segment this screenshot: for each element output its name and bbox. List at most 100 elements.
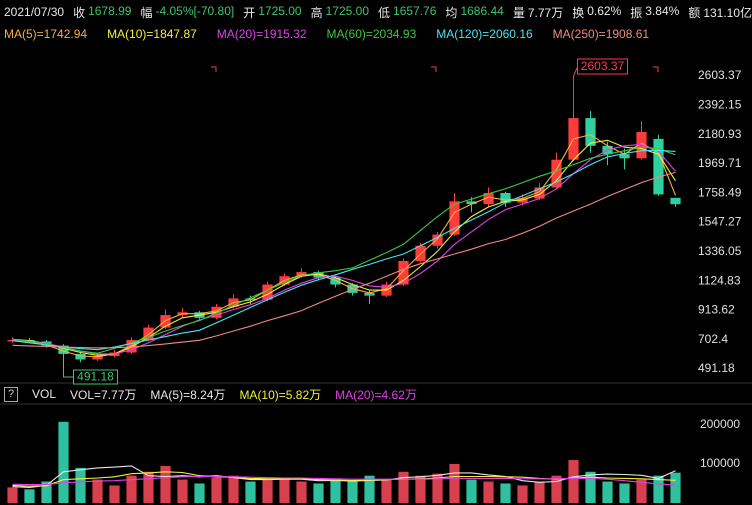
ma-line <box>12 475 676 486</box>
volume-bar <box>653 475 664 503</box>
volume-bar <box>58 421 69 503</box>
legend-entry: MA(10)=5.82万 <box>239 387 322 402</box>
ma-line <box>12 171 676 349</box>
volume-bar <box>7 487 18 503</box>
volume-bar <box>466 479 477 503</box>
volume-bar <box>585 471 596 503</box>
volume-bar <box>415 475 426 503</box>
max-connector <box>573 66 578 77</box>
quote-item: 幅 -4.05%[-70.80] <box>140 4 234 21</box>
candle-body <box>432 234 443 246</box>
legend-entry: MA(10)=1847.87 <box>107 27 197 41</box>
legend-entry: MA(60)=2034.93 <box>326 27 417 41</box>
candle-body <box>585 118 596 146</box>
candle-body <box>92 355 103 360</box>
quote-value: 1686.44 <box>460 3 504 18</box>
legend-entry: MA(5)=1742.94 <box>4 27 88 41</box>
quote-item: 振 3.84% <box>630 4 679 21</box>
volume-bar <box>41 481 52 503</box>
min-label-box <box>73 369 118 385</box>
candle-body <box>160 315 171 328</box>
candle-body <box>551 159 562 188</box>
volume-bar <box>534 481 545 503</box>
corner-marker <box>211 66 217 72</box>
candle-body <box>364 292 375 296</box>
volume-bar <box>313 483 324 503</box>
quote-label: 换 <box>572 5 585 20</box>
candle-body <box>449 201 460 235</box>
volume-bar <box>568 460 579 503</box>
min-label: 491.18 <box>77 370 114 384</box>
quote-item: 低 1657.76 <box>378 4 436 21</box>
quote-label: 振 <box>630 5 643 20</box>
quote-item: 高 1725.00 <box>311 4 369 21</box>
indicator-value: VOL=7.77万 <box>70 387 137 402</box>
quote-label: 幅 <box>140 5 153 20</box>
volume-bar <box>143 471 154 503</box>
volume-bar <box>211 477 222 503</box>
min-connector <box>63 369 74 378</box>
candle-body <box>500 192 511 203</box>
volume-bar <box>126 475 137 503</box>
quote-value: 1725.00 <box>325 3 370 18</box>
quote-label: 收 <box>73 5 86 20</box>
candle-body <box>330 277 341 285</box>
y-tick-label: 1547.27 <box>698 215 742 229</box>
volume-bar <box>398 471 409 503</box>
volume-bar <box>75 467 86 503</box>
quote-label: 额 <box>688 5 701 20</box>
help-icon[interactable]: ? <box>4 386 18 402</box>
legend-entry: MA(20)=4.62万 <box>335 387 417 402</box>
quote-value: 1725.00 <box>258 3 302 18</box>
y-tick-label: 2180.93 <box>698 127 742 141</box>
legend-entry: MA(250)=1908.61 <box>552 27 650 41</box>
quote-value: 3.84% <box>645 3 680 18</box>
volume-bar <box>92 479 103 503</box>
legend-entry: MA(5)=8.24万 <box>150 387 226 402</box>
legend-entry: MA(120)=2060.16 <box>436 27 533 41</box>
candle-body <box>75 353 86 360</box>
quote-item: 换 0.62% <box>572 4 621 21</box>
volume-bar <box>449 463 460 503</box>
volume-bar <box>347 481 358 503</box>
candle-body <box>653 138 664 195</box>
legend-entry: MA(20)=1915.32 <box>216 27 307 41</box>
volume-bar <box>109 485 120 503</box>
quote-item: 开 1725.00 <box>243 4 301 21</box>
quote-item: 收 1678.99 <box>73 4 131 21</box>
volume-bar <box>160 465 171 503</box>
candle-body <box>262 284 273 300</box>
quote-label: 量 <box>512 5 525 20</box>
volume-bar <box>602 481 613 503</box>
volume-bar <box>194 483 205 503</box>
volume-legend: ? VOL VOL=7.77万 MA(5)=8.24万 MA(10)=5.82万 M… <box>4 386 417 402</box>
ma-line <box>12 143 676 355</box>
y-tick-label: 702.4 <box>698 332 728 346</box>
date: 2021/07/30 <box>4 5 65 19</box>
volume-bar <box>551 475 562 503</box>
candle-body <box>296 272 307 277</box>
y-tick-label: 2603.37 <box>698 68 742 82</box>
volume-bar <box>381 479 392 503</box>
y-tick-label: 913.62 <box>698 303 735 317</box>
volume-bar <box>24 489 35 503</box>
candle-body <box>58 345 69 354</box>
quote-header: 2021/07/30 收 1678.99 幅 -4.05%[-70.80] 开 1725.… <box>4 4 752 20</box>
y-tick-label: 2392.15 <box>698 97 742 111</box>
volume-bar <box>279 477 290 503</box>
quote-value: -4.05%[-70.80] <box>155 3 235 18</box>
candle-body <box>636 131 647 159</box>
quote-label: 低 <box>378 5 391 20</box>
y-tick-label: 1969.71 <box>698 156 742 170</box>
volume-bar <box>296 481 307 503</box>
max-label: 2603.37 <box>581 59 625 73</box>
candle-body <box>466 201 477 205</box>
candle-body <box>670 197 681 205</box>
quote-value: 1657.76 <box>393 3 437 18</box>
indicator-name: VOL <box>32 387 57 401</box>
quote-label: 均 <box>445 5 458 20</box>
ma-line <box>12 139 676 356</box>
ma-line <box>12 146 676 354</box>
